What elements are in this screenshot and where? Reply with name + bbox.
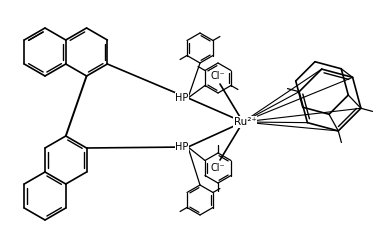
Text: Cl⁻: Cl⁻ [211, 71, 225, 81]
Text: HP: HP [175, 93, 189, 103]
Text: Ru²⁺: Ru²⁺ [234, 117, 256, 127]
Text: Cl⁻: Cl⁻ [211, 163, 225, 173]
Text: HP: HP [175, 142, 189, 152]
